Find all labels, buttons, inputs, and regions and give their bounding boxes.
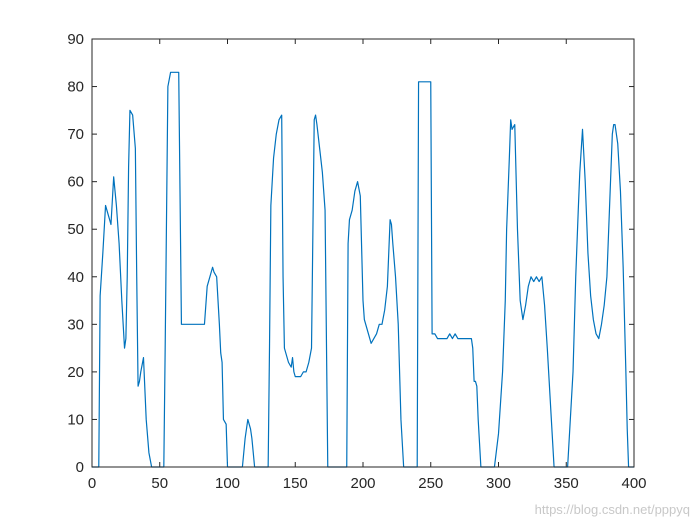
x-tick-label: 300 — [486, 475, 511, 492]
x-tick-label: 200 — [350, 475, 375, 492]
y-tick-label: 0 — [76, 459, 84, 476]
watermark-text: https://blog.csdn.net/pppyq — [534, 502, 690, 517]
y-tick-label: 10 — [67, 411, 84, 428]
series-line — [92, 71, 634, 468]
y-tick-label: 50 — [67, 221, 84, 238]
plot-background — [92, 39, 634, 467]
x-tick-label: 350 — [554, 475, 579, 492]
y-tick-label: 80 — [67, 79, 84, 96]
plot-frame — [91, 38, 635, 468]
x-tick-label: 400 — [621, 475, 646, 492]
y-tick-label: 90 — [67, 31, 84, 48]
x-tick-label: 0 — [88, 475, 96, 492]
tick-labels-layer: 0 50 100 150 200 250 300 350 400 0 10 20 30 40 50 60 70 8… — [67, 31, 646, 492]
x-tick-label: 100 — [215, 475, 240, 492]
y-tick-label: 70 — [67, 126, 84, 143]
y-tick-label: 20 — [67, 364, 84, 381]
x-tick-label: 250 — [418, 475, 443, 492]
x-tick-label: 150 — [283, 475, 308, 492]
y-tick-label: 40 — [67, 269, 84, 286]
series-layer — [92, 71, 634, 468]
y-tick-label: 30 — [67, 316, 84, 333]
x-tick-label: 50 — [151, 475, 168, 492]
y-tick-label: 60 — [67, 174, 84, 191]
